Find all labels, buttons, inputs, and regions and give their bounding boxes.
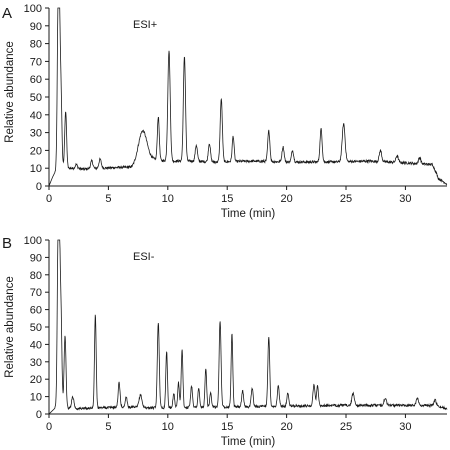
- y-tick-label: 80: [30, 270, 42, 282]
- x-tick-label: 10: [162, 193, 174, 205]
- y-tick-label: 70: [30, 287, 42, 299]
- y-axis-title: Relative abundance: [4, 276, 16, 378]
- y-tick-label: 0: [36, 181, 42, 193]
- y-tick-label: 20: [30, 374, 42, 386]
- y-tick-label: 50: [30, 322, 42, 334]
- y-tick-label: 90: [30, 252, 42, 264]
- x-tick-label: 25: [340, 421, 352, 433]
- x-tick-label: 5: [105, 193, 111, 205]
- y-tick-label: 100: [24, 235, 42, 247]
- x-tick-label: 0: [46, 193, 52, 205]
- x-tick-label: 25: [340, 193, 352, 205]
- x-tick-label: 30: [399, 421, 411, 433]
- y-tick-label: 30: [30, 128, 42, 140]
- axis-ticks: 0 10 20 30 40 50 60 70 80 90 100 0 5 10 15 20 25 30: [24, 235, 412, 433]
- x-tick-label: 20: [280, 193, 292, 205]
- y-tick-label: 40: [30, 110, 42, 122]
- y-tick-label: 10: [30, 163, 42, 175]
- x-tick-label: 5: [105, 421, 111, 433]
- chromatogram-trace: [48, 7, 448, 187]
- x-tick-label: 30: [399, 193, 411, 205]
- y-axis-title: Relative abundance: [4, 41, 16, 143]
- ionization-mode-label-esi-positive: ESI+: [133, 19, 157, 31]
- y-tick-label: 70: [30, 56, 42, 68]
- chromatogram-trace: [48, 239, 448, 415]
- x-axis-title: Time (min): [221, 208, 276, 220]
- x-tick-label: 15: [221, 193, 233, 205]
- y-tick-label: 30: [30, 357, 42, 369]
- y-tick-label: 20: [30, 145, 42, 157]
- x-tick-label: 20: [280, 421, 292, 433]
- panel-letter-b: B: [2, 235, 12, 252]
- y-tick-label: 60: [30, 305, 42, 317]
- panel-letter-a: A: [2, 5, 12, 22]
- axis-ticks: 0 10 20 30 40 50 60 70 80 90 100 0 5 10 15 20 25 30: [24, 3, 412, 205]
- ionization-mode-label-esi-negative: ESI-: [133, 251, 155, 263]
- x-tick-label: 10: [162, 421, 174, 433]
- y-tick-label: 10: [30, 392, 42, 404]
- panel-esi-positive: A ESI+ Relative abundance Time (min) 0 10…: [2, 3, 448, 220]
- x-tick-label: 15: [221, 421, 233, 433]
- y-tick-label: 100: [24, 3, 42, 15]
- x-tick-label: 0: [46, 421, 52, 433]
- y-tick-label: 0: [36, 409, 42, 421]
- x-axis-title: Time (min): [221, 436, 276, 448]
- y-tick-label: 60: [30, 74, 42, 86]
- y-tick-label: 50: [30, 92, 42, 104]
- y-tick-label: 80: [30, 39, 42, 51]
- y-tick-label: 40: [30, 339, 42, 351]
- panel-esi-negative: B ESI- Relative abundance Time (min) 0 10…: [2, 235, 448, 448]
- y-tick-label: 90: [30, 21, 42, 33]
